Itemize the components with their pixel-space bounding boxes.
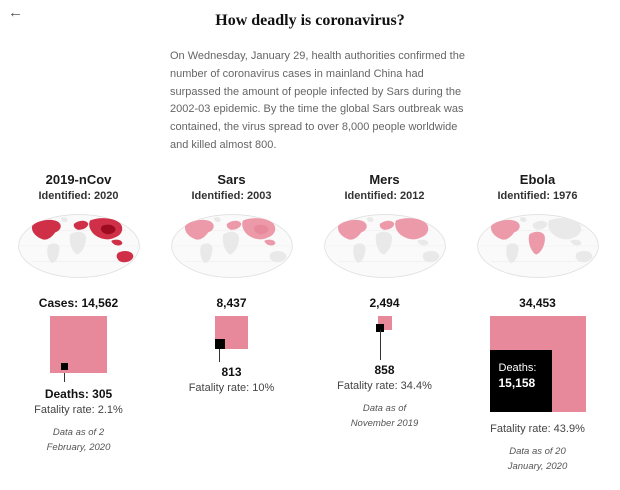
disease-name: Ebola: [519, 172, 556, 187]
region-china-icon: [100, 224, 116, 235]
identified-year: Identified: 2012: [344, 190, 425, 202]
fatality-rate: Fatality rate: 34.4%: [337, 380, 432, 392]
region-se-asia-icon: [110, 239, 122, 246]
region-china-icon: [253, 224, 269, 235]
identified-year: Identified: 1976: [497, 190, 578, 202]
region-greenland-icon: [519, 217, 526, 223]
region-africa-icon: [222, 231, 239, 255]
intro-text: On Wednesday, January 29, health authori…: [170, 50, 465, 152]
cases-square: [50, 316, 107, 373]
cases-count: 8,437: [216, 296, 247, 310]
region-china-icon: [406, 224, 422, 235]
region-greenland-icon: [366, 217, 373, 223]
identified-year: Identified: 2020: [38, 190, 119, 202]
region-australia-icon: [116, 251, 133, 263]
region-australia-icon: [575, 251, 592, 263]
region-south-america-icon: [46, 243, 59, 263]
region-china-icon: [559, 224, 575, 235]
region-europe-icon: [226, 220, 241, 230]
identified-year: Identified: 2003: [191, 190, 272, 202]
deaths-count: 813: [221, 365, 242, 379]
disease-name: Mers: [369, 172, 400, 187]
world-map-mers: [323, 214, 446, 278]
data-note-line: Data as of: [362, 403, 407, 414]
deaths-label: Deaths:: [498, 362, 537, 374]
region-europe-icon: [532, 220, 547, 230]
world-map-ebola: [476, 214, 599, 278]
deaths-count: 15,158: [498, 376, 536, 390]
deaths-square: [375, 324, 384, 332]
world-map-sars: [170, 214, 293, 278]
data-note: Data as of November 2019: [351, 402, 419, 431]
region-europe-icon: [379, 220, 394, 230]
region-south-america-icon: [352, 243, 365, 263]
connector-line: [219, 349, 220, 362]
cases-count: Cases: 14,562: [38, 296, 119, 310]
deaths-count: 858: [374, 363, 395, 377]
disease-name: 2019-nCov: [45, 172, 112, 187]
region-africa-icon: [375, 231, 392, 255]
data-note: Data as of 20 January, 2020: [508, 445, 568, 474]
disease-column-ncov: 2019-nCov Identified: 2020 Cases: 14,562: [2, 172, 155, 474]
disease-column-sars: Sars Identified: 2003 8,437: [155, 172, 308, 474]
back-arrow-icon[interactable]: ←: [8, 4, 23, 21]
data-note-line: Data as of 2: [52, 427, 105, 438]
cases-square: Deaths: 15,158: [489, 316, 586, 412]
region-africa-icon: [69, 231, 86, 255]
fatality-rate: Fatality rate: 10%: [188, 382, 275, 394]
region-australia-icon: [422, 251, 439, 263]
region-south-america-icon: [199, 243, 212, 263]
region-north-america-icon: [184, 219, 214, 240]
connector-line: [379, 330, 381, 360]
connector-line: [64, 373, 65, 382]
page-title: How deadly is coronavirus?: [215, 12, 405, 29]
data-note-line: February, 2020: [46, 441, 111, 453]
region-greenland-icon: [60, 217, 67, 223]
region-south-america-icon: [505, 243, 518, 263]
fatality-rate: Fatality rate: 43.9%: [490, 423, 585, 435]
region-greenland-icon: [213, 217, 220, 223]
region-se-asia-icon: [416, 239, 428, 246]
region-africa-icon: [528, 231, 545, 255]
region-australia-icon: [269, 251, 286, 263]
data-note-line: Data as of 20: [509, 446, 566, 457]
fatality-rate: Fatality rate: 2.1%: [34, 404, 123, 416]
cases-count: 2,494: [369, 296, 400, 310]
region-se-asia-icon: [569, 239, 581, 246]
data-note-line: November 2019: [350, 417, 419, 429]
disease-column-ebola: Ebola Identified: 1976 34,453: [461, 172, 614, 474]
region-north-america-icon: [490, 219, 520, 240]
data-note: Data as of 2 February, 2020: [47, 426, 111, 455]
region-north-america-icon: [337, 219, 367, 240]
disease-name: Sars: [217, 172, 246, 187]
deaths-square: Deaths: 15,158: [489, 350, 552, 412]
region-north-america-icon: [31, 219, 61, 240]
region-se-asia-icon: [263, 239, 275, 246]
cases-square: [215, 316, 248, 349]
deaths-count: Deaths: 305: [44, 387, 113, 401]
data-note-line: January, 2020: [507, 460, 568, 472]
disease-columns: 2019-nCov Identified: 2020 Cases: 14,562: [2, 172, 614, 474]
world-map-ncov: [17, 214, 140, 278]
disease-column-mers: Mers Identified: 2012 2,494: [308, 172, 461, 474]
region-europe-icon: [73, 220, 88, 230]
cases-count: 34,453: [519, 296, 556, 310]
cases-square: [375, 316, 392, 332]
deaths-square: [61, 363, 68, 370]
deaths-square: [215, 339, 225, 349]
